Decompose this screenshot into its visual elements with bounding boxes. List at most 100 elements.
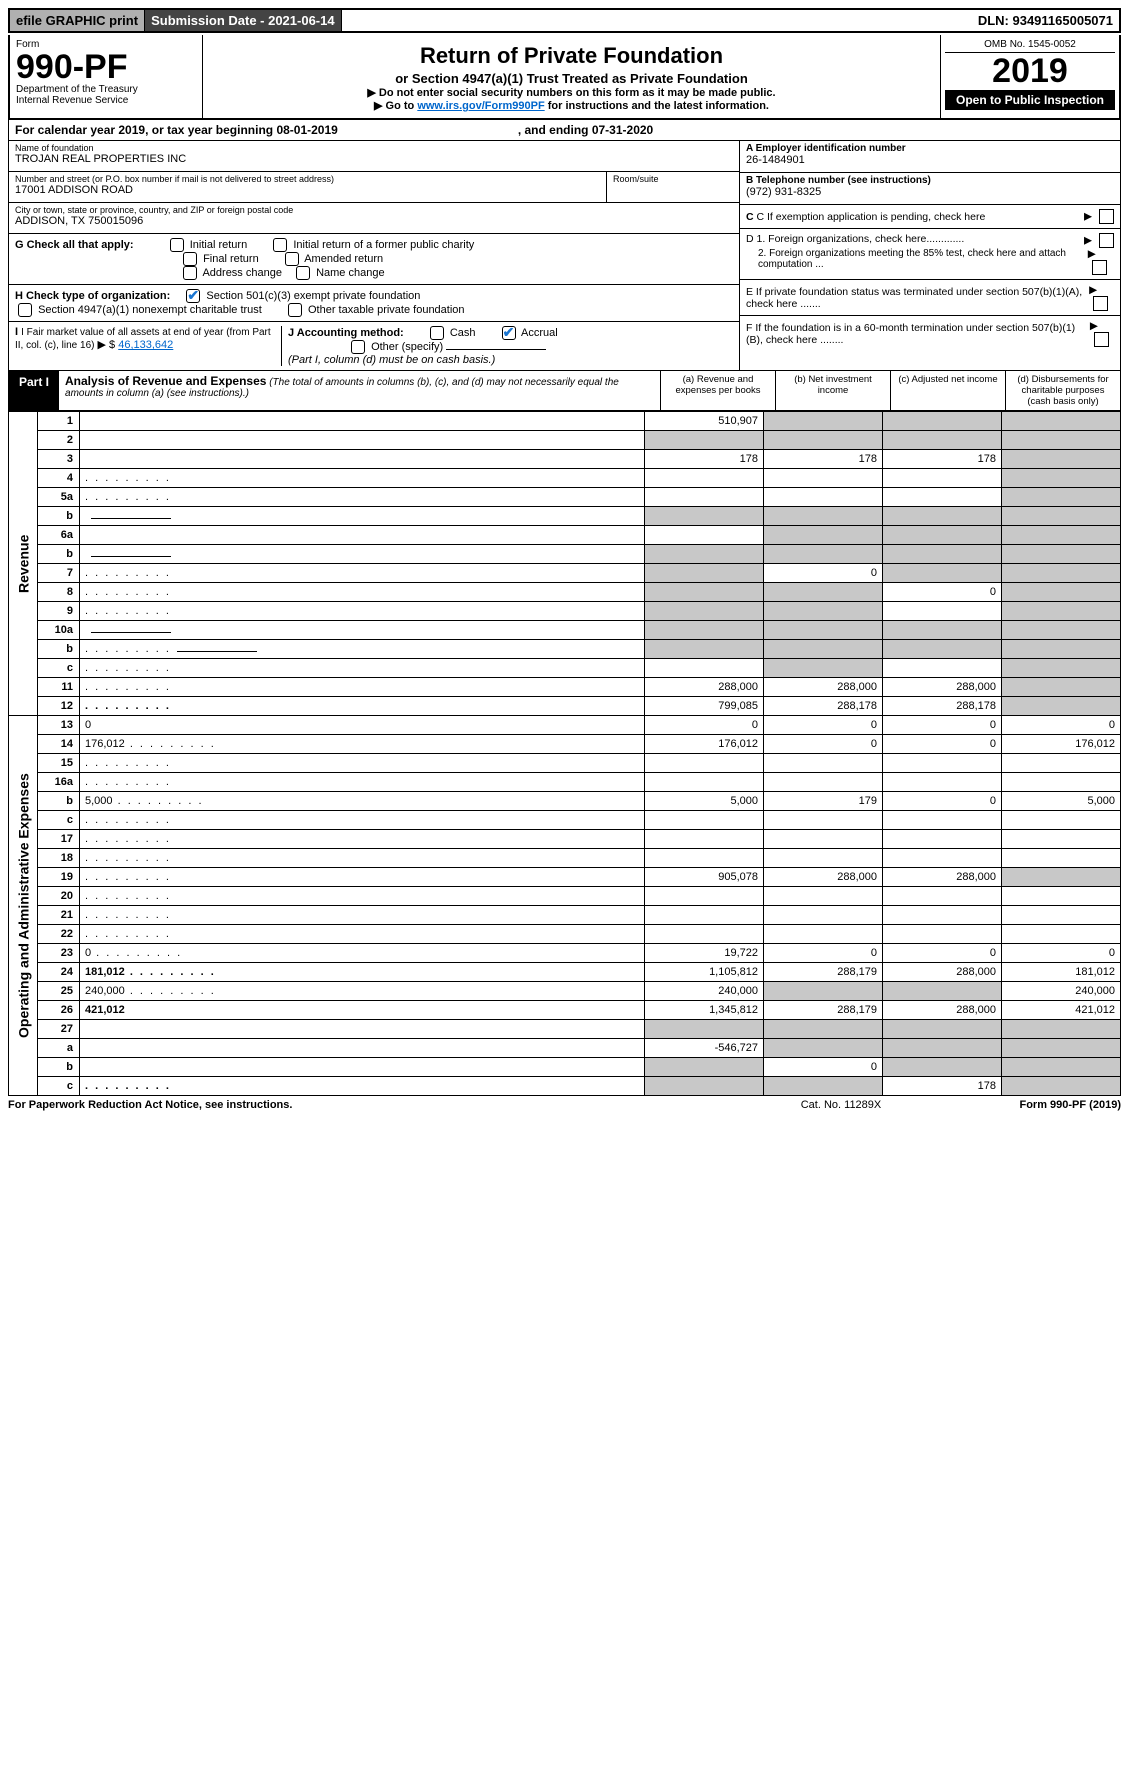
instructions-link[interactable]: www.irs.gov/Form990PF bbox=[417, 100, 544, 112]
cell-b bbox=[764, 583, 883, 602]
cell-b bbox=[764, 887, 883, 906]
final-return-checkbox[interactable] bbox=[183, 252, 197, 266]
amended-return-checkbox[interactable] bbox=[285, 252, 299, 266]
other-method-checkbox[interactable] bbox=[351, 340, 365, 354]
cell-d bbox=[1002, 1039, 1121, 1058]
address-change-checkbox[interactable] bbox=[183, 266, 197, 280]
cell-c bbox=[883, 811, 1002, 830]
row-desc bbox=[80, 1058, 645, 1077]
foundation-name: TROJAN REAL PROPERTIES INC bbox=[15, 153, 733, 165]
row-desc bbox=[80, 1039, 645, 1058]
row-desc: . . . . . . . . . bbox=[80, 469, 645, 488]
cell-c bbox=[883, 1039, 1002, 1058]
cell-a bbox=[645, 431, 764, 450]
row-desc: . . . . . . . . . bbox=[80, 640, 645, 659]
row-desc bbox=[80, 526, 645, 545]
cell-c bbox=[883, 773, 1002, 792]
e-checkbox[interactable] bbox=[1093, 296, 1108, 311]
row-desc: . . . . . . . . . bbox=[80, 906, 645, 925]
c-checkbox[interactable] bbox=[1099, 209, 1114, 224]
cell-c bbox=[883, 412, 1002, 431]
table-row: 230 . . . . . . . . .19,722000 bbox=[9, 944, 1121, 963]
table-row: 3178178178 bbox=[9, 450, 1121, 469]
name-change-checkbox[interactable] bbox=[296, 266, 310, 280]
ein-value: 26-1484901 bbox=[746, 154, 805, 166]
cell-a bbox=[645, 564, 764, 583]
cell-d bbox=[1002, 830, 1121, 849]
efile-label: efile GRAPHIC print bbox=[10, 10, 145, 31]
cell-c bbox=[883, 925, 1002, 944]
cell-c: 288,000 bbox=[883, 678, 1002, 697]
cell-c bbox=[883, 431, 1002, 450]
cell-a bbox=[645, 621, 764, 640]
row-desc bbox=[80, 450, 645, 469]
cell-a: 1,345,812 bbox=[645, 1001, 764, 1020]
row-desc: 176,012 . . . . . . . . . bbox=[80, 735, 645, 754]
fmv-value[interactable]: 46,133,642 bbox=[118, 339, 173, 351]
cell-c bbox=[883, 507, 1002, 526]
cell-d bbox=[1002, 431, 1121, 450]
4947a1-checkbox[interactable] bbox=[18, 303, 32, 317]
row-number: 22 bbox=[38, 925, 80, 944]
cell-a: -546,727 bbox=[645, 1039, 764, 1058]
cell-c bbox=[883, 1058, 1002, 1077]
cell-a: 0 bbox=[645, 716, 764, 735]
cell-b: 178 bbox=[764, 450, 883, 469]
table-row: 15 . . . . . . . . . bbox=[9, 754, 1121, 773]
cell-c bbox=[883, 754, 1002, 773]
cell-d bbox=[1002, 868, 1121, 887]
cell-a bbox=[645, 659, 764, 678]
open-public: Open to Public Inspection bbox=[945, 90, 1115, 110]
table-row: 2 bbox=[9, 431, 1121, 450]
cell-a bbox=[645, 545, 764, 564]
row-number: 17 bbox=[38, 830, 80, 849]
row-number: 5a bbox=[38, 488, 80, 507]
501c3-checkbox[interactable] bbox=[186, 289, 200, 303]
row-number: 10a bbox=[38, 621, 80, 640]
city-state-zip: ADDISON, TX 750015096 bbox=[15, 215, 733, 227]
cell-a: 19,722 bbox=[645, 944, 764, 963]
cell-b bbox=[764, 830, 883, 849]
info-grid: Name of foundation TROJAN REAL PROPERTIE… bbox=[8, 141, 1121, 371]
initial-return-checkbox[interactable] bbox=[170, 238, 184, 252]
cell-c bbox=[883, 1020, 1002, 1039]
cell-b bbox=[764, 412, 883, 431]
cell-d: 421,012 bbox=[1002, 1001, 1121, 1020]
cell-b bbox=[764, 773, 883, 792]
cell-a bbox=[645, 1077, 764, 1096]
row-number: b bbox=[38, 545, 80, 564]
f-checkbox[interactable] bbox=[1094, 332, 1109, 347]
cell-b bbox=[764, 811, 883, 830]
row-desc: . . . . . . . . . bbox=[80, 602, 645, 621]
cell-c bbox=[883, 849, 1002, 868]
row-desc: . . . . . . . . . bbox=[80, 830, 645, 849]
initial-former-checkbox[interactable] bbox=[273, 238, 287, 252]
table-row: 14176,012 . . . . . . . . .176,01200176,… bbox=[9, 735, 1121, 754]
cell-b bbox=[764, 1020, 883, 1039]
cell-d bbox=[1002, 773, 1121, 792]
cell-d bbox=[1002, 488, 1121, 507]
table-row: 7 . . . . . . . . .0 bbox=[9, 564, 1121, 583]
accrual-checkbox[interactable] bbox=[502, 326, 516, 340]
cell-d bbox=[1002, 526, 1121, 545]
cell-a bbox=[645, 507, 764, 526]
cell-a bbox=[645, 830, 764, 849]
d2-checkbox[interactable] bbox=[1092, 260, 1107, 275]
cash-checkbox[interactable] bbox=[430, 326, 444, 340]
cell-a bbox=[645, 602, 764, 621]
other-taxable-checkbox[interactable] bbox=[288, 303, 302, 317]
row-number: 19 bbox=[38, 868, 80, 887]
row-desc bbox=[80, 507, 645, 526]
cell-d bbox=[1002, 469, 1121, 488]
table-row: b bbox=[9, 507, 1121, 526]
table-row: Operating and Administrative Expenses130… bbox=[9, 716, 1121, 735]
row-desc: . . . . . . . . . bbox=[80, 773, 645, 792]
cell-a bbox=[645, 526, 764, 545]
cell-a: 240,000 bbox=[645, 982, 764, 1001]
d1-checkbox[interactable] bbox=[1099, 233, 1114, 248]
cell-b: 179 bbox=[764, 792, 883, 811]
cell-b bbox=[764, 659, 883, 678]
note2: ▶ Go to www.irs.gov/Form990PF for instru… bbox=[209, 99, 934, 112]
table-row: 17 . . . . . . . . . bbox=[9, 830, 1121, 849]
row-desc: 0 bbox=[80, 716, 645, 735]
